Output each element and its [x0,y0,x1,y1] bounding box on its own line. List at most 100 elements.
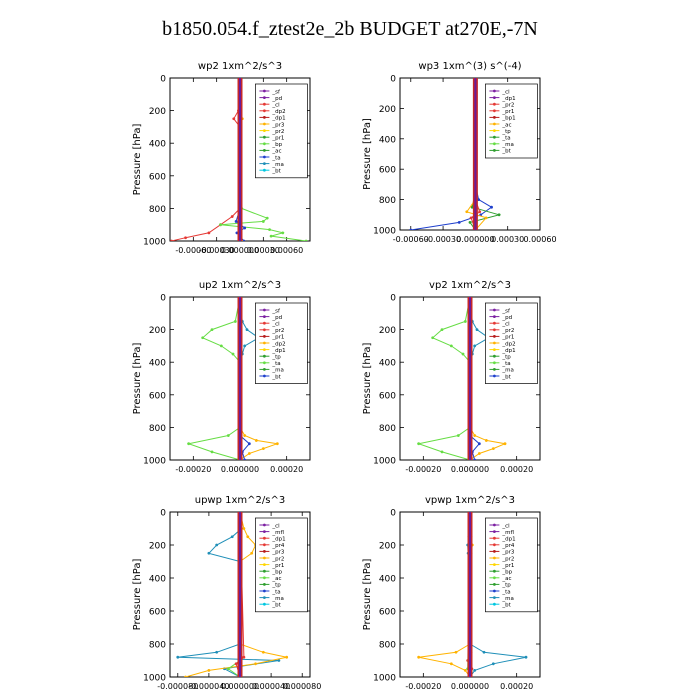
y-tick-label: 1000 [373,674,396,684]
x-tick-label: 0.00060 [270,246,303,255]
legend-entry: _bp [501,570,512,576]
series-point [417,655,421,659]
legend-entry: _cl [271,523,280,529]
legend-marker [493,556,496,560]
y-tick-label: 600 [379,166,396,176]
x-tick-label: -0.00030 [199,246,235,255]
series-point [473,344,477,348]
series-point [275,442,279,446]
legend-marker [493,530,496,533]
legend-entry: _bt [271,374,281,380]
legend-marker [263,569,266,573]
series-point [449,344,453,348]
legend-entry: _pr3 [501,550,515,556]
series-point [456,434,460,437]
series-point [254,439,258,442]
y-tick-label: 0 [160,294,166,304]
series-point [243,226,247,230]
y-tick-label: 0 [390,75,396,85]
legend-marker [263,530,266,533]
series-point [261,447,265,450]
legend-entry: _bp [271,570,282,576]
legend-marker [493,361,496,365]
series-point [304,239,308,241]
legend-entry: _ma [271,162,283,168]
y-tick-label: 400 [149,359,166,369]
y-tick-label: 800 [149,424,166,434]
series-point [473,434,477,437]
legend-entry: _ma [501,142,513,148]
chart-panel-5: upwp 1xm^2/s^3 Pressure [hPa] 0 200 400 600 80… [132,495,321,691]
series-point [176,655,180,659]
chart-title: vpwp 1xm^2/s^3 [425,495,515,506]
series-point [246,535,250,539]
legend-entry: _pd [271,96,282,102]
legend-entry: _ac [271,576,281,582]
y-tick-label: 400 [379,575,396,585]
legend-marker [493,563,496,566]
legend-marker [263,602,266,606]
legend-entry: _tp [501,129,511,135]
legend-marker [263,315,266,318]
series-point [457,221,461,224]
y-tick-label: 400 [149,575,166,585]
legend-entry: _ta [501,589,510,595]
legend-entry: _ac [501,122,511,128]
legend-entry: _ac [271,149,281,155]
x-tick-label: -0.000080 [157,682,198,691]
y-tick-label: 800 [149,205,166,215]
x-tick-label: 0.00030 [491,235,524,244]
x-tick-label: 0.000000 [456,235,494,244]
y-tick-label: 1000 [373,227,396,237]
series-point [219,223,222,227]
y-tick-label: 200 [379,542,396,552]
series-point [417,442,421,446]
series-point [281,231,285,235]
legend-marker [263,563,266,566]
chart-title: wp2 1xm^2/s^3 [198,61,282,72]
legend-entry: _dp2 [271,109,285,115]
series-point [232,117,236,121]
legend-entry: _dp1 [501,348,515,354]
legend-entry: _ma [501,596,513,602]
x-tick-label: 0.00060 [523,235,556,244]
legend-entry: _tp [501,355,511,361]
series-point [477,198,481,202]
x-tick-label: 0.000000 [451,465,489,474]
series-point [490,205,493,209]
legend-marker [493,589,496,593]
series-point [491,662,495,666]
legend-entry: _pr1 [501,563,514,569]
chart-panel-6: vpwp 1xm^2/s^3 Pressure [hPa] 0 200 400 600 80… [362,495,541,691]
y-axis-label: Pressure [hPa] [132,124,143,196]
y-tick-label: 1000 [373,457,396,467]
legend-marker [263,122,266,126]
y-tick-label: 1000 [143,457,166,467]
legend-entry: _ta [501,136,510,142]
legend-marker [493,335,496,338]
legend-entry: _pr2 [271,129,284,135]
series-point [484,439,488,442]
legend-entry: _pr4 [501,543,515,549]
series-point [254,662,257,666]
legend-marker [263,583,266,586]
series-point [477,452,481,455]
legend-marker [263,96,266,99]
chart-panel-4: vp2 1xm^2/s^3 Pressure [hPa] 0 200 400 600 800… [362,280,541,474]
series-point [243,434,247,437]
legend-entry: _bp1 [501,116,515,122]
legend-marker [493,96,496,99]
series-point [247,452,251,455]
legend-marker [493,523,496,527]
legend-marker [493,368,496,371]
x-tick-label: 0.000000 [221,246,259,255]
legend-marker [493,116,496,119]
legend-entry: _cl [501,322,510,328]
legend-marker [263,523,266,527]
y-tick-label: 600 [379,608,396,618]
legend-marker [263,576,266,580]
legend-marker [493,341,496,345]
series-point [210,328,214,331]
series-point [170,239,173,241]
